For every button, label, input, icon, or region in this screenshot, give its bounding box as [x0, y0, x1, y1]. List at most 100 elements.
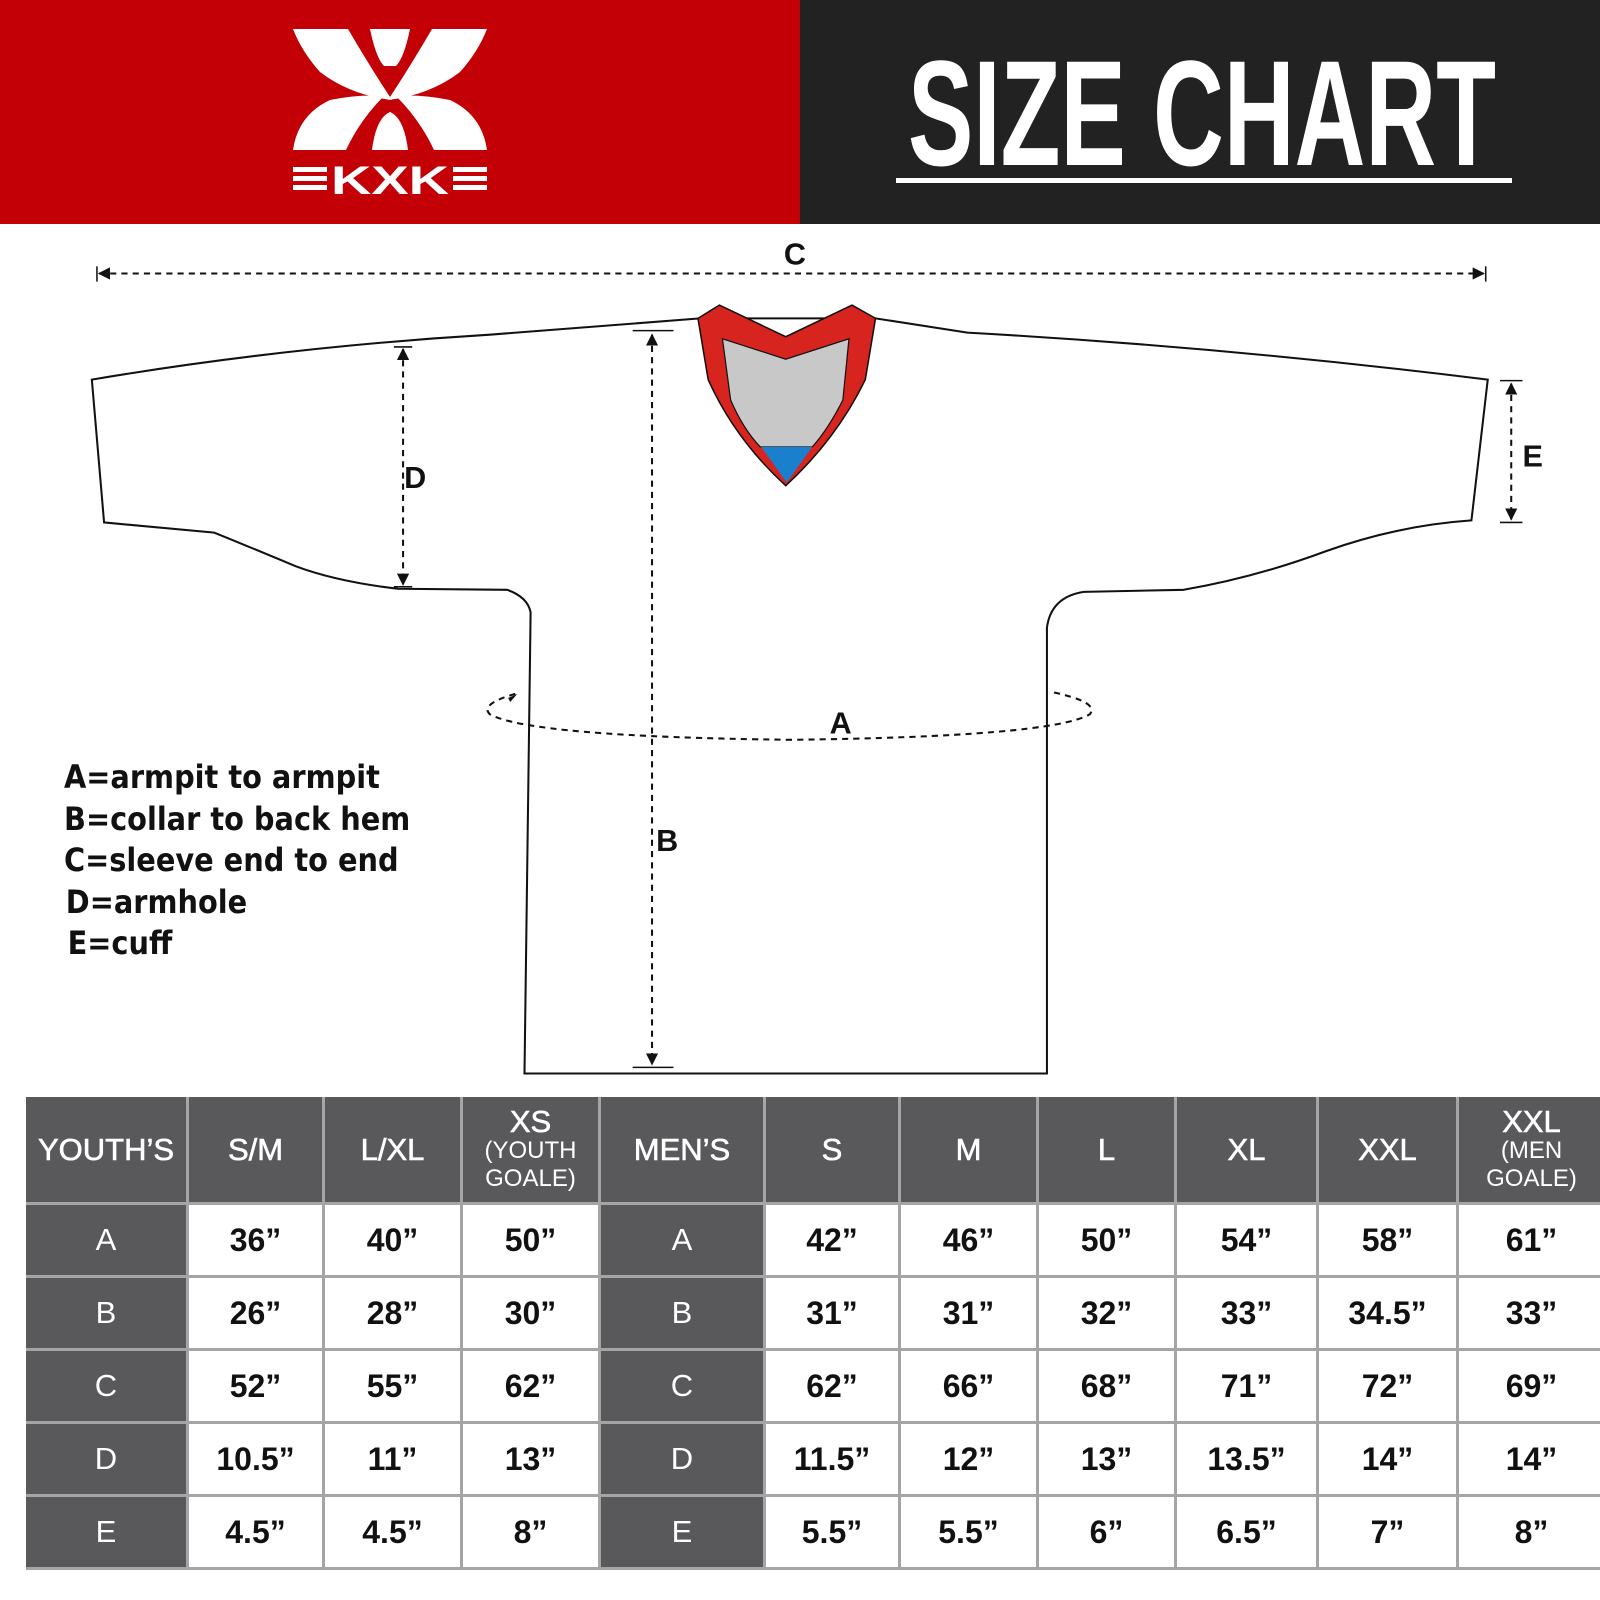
column-header: M: [901, 1097, 1036, 1202]
table-cell: 4.5”: [325, 1497, 460, 1567]
label-a: A: [830, 707, 852, 741]
column-header: L/XL: [325, 1097, 460, 1202]
row-label: B: [26, 1278, 186, 1348]
column-header: XL: [1177, 1097, 1316, 1202]
table-cell: 14”: [1319, 1424, 1456, 1494]
collar-inner: [721, 337, 850, 448]
column-header-label: XS: [509, 1104, 552, 1140]
table-cell: 71”: [1177, 1351, 1316, 1421]
table-cell: 55”: [325, 1351, 460, 1421]
table-cell: 54”: [1177, 1205, 1316, 1275]
table-cell: 8”: [463, 1497, 598, 1567]
jersey-outline: [90, 317, 1489, 1075]
table-cell: 68”: [1039, 1351, 1174, 1421]
column-header: XS (YOUTH GOALE): [463, 1097, 598, 1202]
table-cell: 36”: [189, 1205, 322, 1275]
column-header-label: M: [955, 1132, 982, 1167]
legend-item: C=sleeve end to end: [64, 841, 399, 879]
column-header-label: L/XL: [360, 1132, 425, 1167]
table-cell: 12”: [901, 1424, 1036, 1494]
table-cell: 13”: [463, 1424, 598, 1494]
column-header-label: S/M: [227, 1132, 284, 1167]
table-cell: 33”: [1177, 1278, 1316, 1348]
column-header-label: YOUTH’S: [37, 1132, 175, 1167]
logo-lettering: KXK: [331, 159, 449, 203]
row-label: A: [601, 1205, 763, 1275]
table-cell: 62”: [766, 1351, 898, 1421]
table-cell: 46”: [901, 1205, 1036, 1275]
column-header: YOUTH’S: [26, 1097, 186, 1202]
row-label: C: [601, 1351, 763, 1421]
table-cell: 6.5”: [1177, 1497, 1316, 1567]
table-cell: 72”: [1319, 1351, 1456, 1421]
legend-item: E=cuff: [67, 924, 173, 962]
table-cell: 4.5”: [189, 1497, 322, 1567]
title-area: SIZE CHART: [896, 29, 1512, 197]
arrow-icon: [508, 693, 518, 703]
title-banner: [800, 0, 1600, 224]
column-header: S: [766, 1097, 898, 1202]
column-header: S/M: [189, 1097, 322, 1202]
label-b: B: [656, 824, 678, 858]
table-cell: 31”: [901, 1278, 1036, 1348]
column-header-sublabel: (YOUTH GOALE): [484, 1137, 577, 1192]
table-cell: 13.5”: [1177, 1424, 1316, 1494]
table-cell: 26”: [189, 1278, 322, 1348]
table-cell: 34.5”: [1319, 1278, 1456, 1348]
table-cell: 31”: [766, 1278, 898, 1348]
legend-item: B=collar to back hem: [64, 799, 411, 838]
row-label: A: [26, 1205, 186, 1275]
column-header-label: MEN’S: [633, 1132, 731, 1167]
table-cell: 66”: [901, 1351, 1036, 1421]
table-cell: 42”: [766, 1205, 898, 1275]
column-header-label: L: [1097, 1132, 1116, 1167]
table-cell: 33”: [1459, 1278, 1600, 1348]
legend-item: A=armpit to armpit: [64, 758, 380, 796]
table-cell: 61”: [1459, 1205, 1600, 1275]
column-header-label: S: [821, 1132, 843, 1167]
column-header: L: [1039, 1097, 1174, 1202]
size-table: YOUTH’S S/M L/XL XS (YOUTH GOALE) MEN’S S M L XL X…: [26, 1097, 1600, 1570]
table-cell: 5.5”: [901, 1497, 1036, 1567]
table-cell: 10.5”: [189, 1424, 322, 1494]
row-label: E: [26, 1497, 186, 1567]
table-cell: 32”: [1039, 1278, 1174, 1348]
column-header-label: XXL: [1358, 1132, 1417, 1167]
table-cell: 14”: [1459, 1424, 1600, 1494]
table-cell: 11”: [325, 1424, 460, 1494]
column-header-label: XXL: [1502, 1104, 1561, 1140]
table-cell: 58”: [1319, 1205, 1456, 1275]
table-cell: 50”: [1039, 1205, 1174, 1275]
column-header: XXL: [1319, 1097, 1456, 1202]
table-cell: 52”: [189, 1351, 322, 1421]
label-e: E: [1522, 439, 1542, 473]
table-cell: 69”: [1459, 1351, 1600, 1421]
collar-tag: [761, 446, 813, 483]
table-cell: 28”: [325, 1278, 460, 1348]
column-header: MEN’S: [601, 1097, 763, 1202]
title-underline: [896, 178, 1512, 183]
table-cell: 7”: [1319, 1497, 1456, 1567]
table-cell: 8”: [1459, 1497, 1600, 1567]
table-cell: 30”: [463, 1278, 598, 1348]
table-cell: 5.5”: [766, 1497, 898, 1567]
table-cell: 13”: [1039, 1424, 1174, 1494]
column-header: XXL (MEN GOALE): [1459, 1097, 1600, 1202]
column-header-sublabel: (MEN GOALE): [1486, 1137, 1577, 1192]
row-label: D: [601, 1424, 763, 1494]
table-cell: 62”: [463, 1351, 598, 1421]
measurement-legend: A=armpit to armpit B=collar to back hem …: [64, 757, 410, 965]
measure-line-a: [486, 690, 1093, 741]
row-label: B: [601, 1278, 763, 1348]
table-cell: 11.5”: [766, 1424, 898, 1494]
row-label: D: [26, 1424, 186, 1494]
column-header-label: XL: [1227, 1132, 1266, 1167]
row-label: E: [601, 1497, 763, 1567]
table-cell: 6”: [1039, 1497, 1174, 1567]
kxk-logo: KXK: [293, 29, 487, 203]
table-cell: 50”: [463, 1205, 598, 1275]
page-title: SIZE CHART: [908, 29, 1496, 197]
table-cell: 40”: [325, 1205, 460, 1275]
label-c: C: [784, 237, 806, 271]
